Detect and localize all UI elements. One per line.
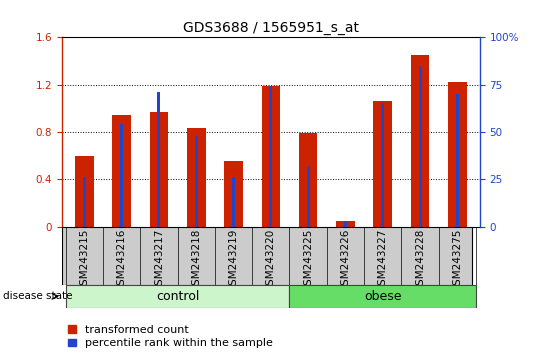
- Text: GSM243225: GSM243225: [303, 228, 313, 292]
- Text: GSM243217: GSM243217: [154, 228, 164, 292]
- Bar: [411, 55, 430, 227]
- Bar: [150, 112, 168, 227]
- Text: GSM243226: GSM243226: [341, 228, 350, 292]
- Bar: [83, 177, 86, 227]
- Text: control: control: [156, 290, 199, 303]
- FancyBboxPatch shape: [62, 227, 472, 285]
- Text: GSM243228: GSM243228: [415, 228, 425, 292]
- Bar: [157, 92, 161, 227]
- Bar: [456, 94, 459, 227]
- Bar: [381, 103, 384, 227]
- Bar: [344, 221, 347, 227]
- Bar: [187, 128, 205, 227]
- Bar: [120, 124, 123, 227]
- Bar: [270, 86, 272, 227]
- Text: GSM243215: GSM243215: [79, 228, 89, 292]
- FancyBboxPatch shape: [289, 285, 476, 308]
- Bar: [224, 161, 243, 227]
- Bar: [336, 221, 355, 227]
- Bar: [448, 82, 467, 227]
- Bar: [299, 133, 317, 227]
- Text: disease state: disease state: [3, 291, 72, 301]
- Bar: [195, 136, 198, 227]
- Bar: [261, 86, 280, 227]
- Text: GSM243219: GSM243219: [229, 228, 239, 292]
- FancyBboxPatch shape: [66, 285, 289, 308]
- Bar: [112, 115, 131, 227]
- Text: GSM243220: GSM243220: [266, 228, 276, 292]
- Bar: [75, 155, 94, 227]
- Text: GSM243275: GSM243275: [452, 228, 462, 292]
- Bar: [307, 166, 309, 227]
- Bar: [232, 177, 235, 227]
- Bar: [374, 101, 392, 227]
- Text: obese: obese: [364, 290, 402, 303]
- Text: GSM243218: GSM243218: [191, 228, 201, 292]
- Bar: [419, 65, 421, 227]
- Title: GDS3688 / 1565951_s_at: GDS3688 / 1565951_s_at: [183, 21, 359, 35]
- Text: GSM243227: GSM243227: [378, 228, 388, 292]
- Legend: transformed count, percentile rank within the sample: transformed count, percentile rank withi…: [67, 325, 273, 348]
- Text: GSM243216: GSM243216: [116, 228, 127, 292]
